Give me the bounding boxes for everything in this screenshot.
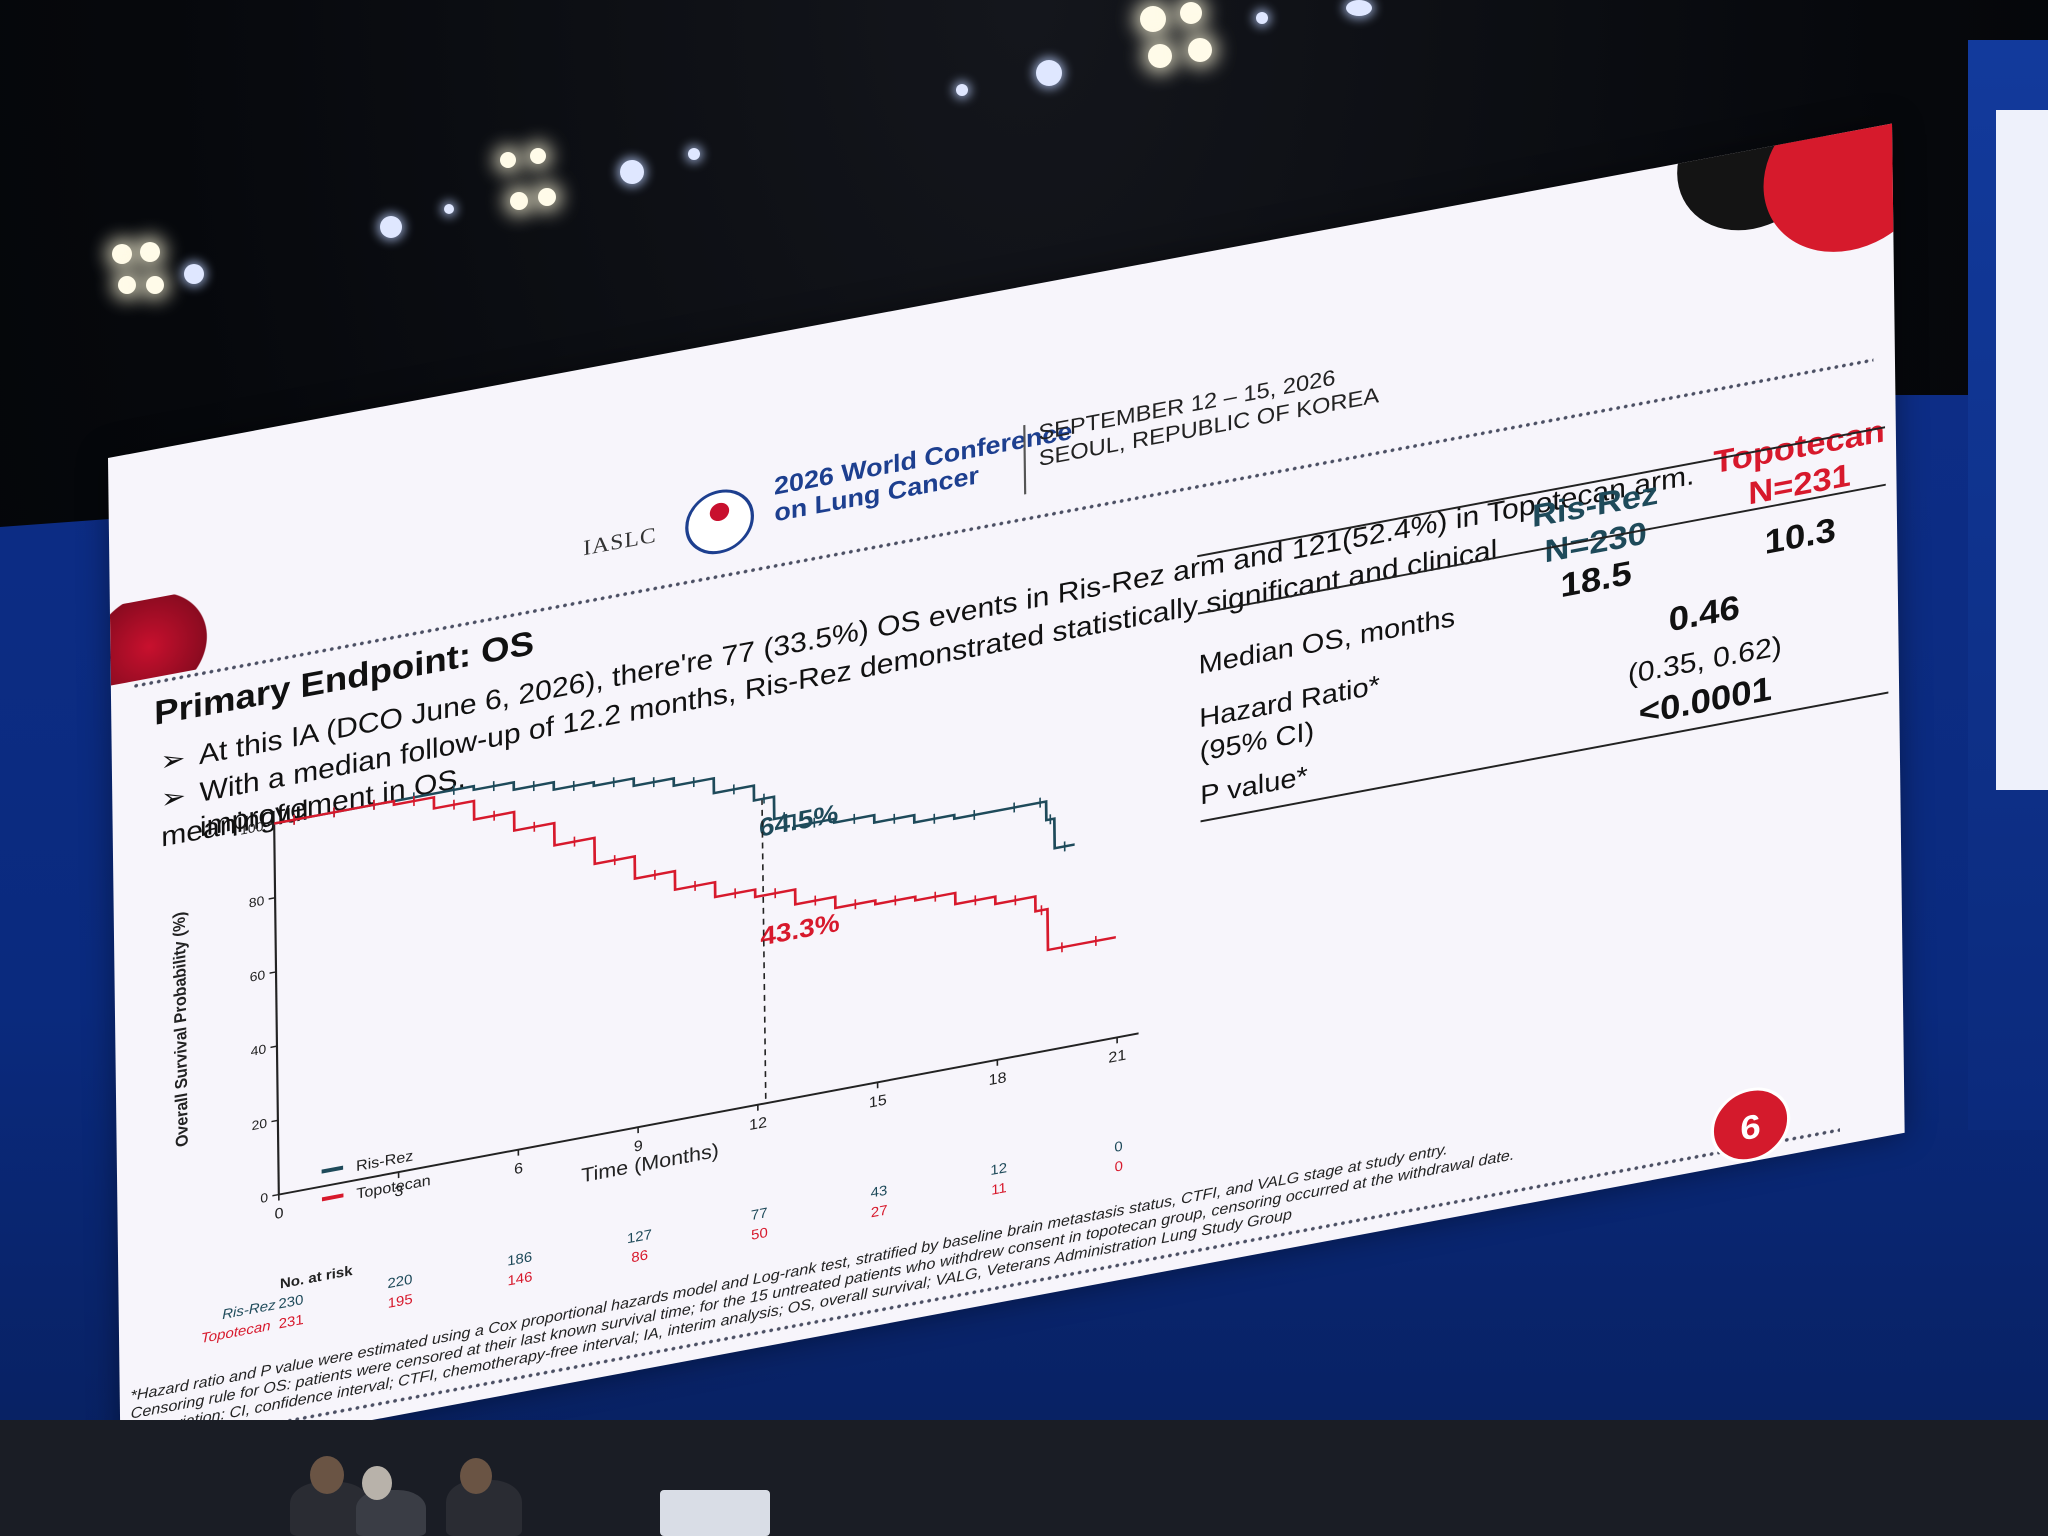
y-tick-label: 0 xyxy=(260,1190,268,1206)
stage-light xyxy=(1180,2,1202,24)
risk-count: 12 xyxy=(990,1161,1007,1179)
risk-count: 43 xyxy=(871,1183,888,1201)
stage-light xyxy=(1256,12,1268,24)
stage-light xyxy=(118,276,136,294)
x-tick-label: 0 xyxy=(274,1205,283,1223)
stage-light xyxy=(184,264,204,284)
decorative-graphic xyxy=(1762,123,1905,267)
x-tick-label: 6 xyxy=(514,1160,523,1178)
stage-light xyxy=(688,148,700,160)
stage-light xyxy=(1140,6,1166,32)
x-tick-label: 15 xyxy=(869,1092,887,1112)
iaslc-logo: IASLC xyxy=(582,521,657,561)
person-head xyxy=(460,1458,492,1494)
y-tick xyxy=(271,1119,278,1123)
stage-light xyxy=(146,276,164,294)
x-tick-label: 21 xyxy=(1108,1047,1126,1066)
row-label-hazard-ratio: Hazard Ratio* (95% CI) xyxy=(1199,668,1380,769)
y-tick xyxy=(270,1045,277,1049)
risk-count: 195 xyxy=(388,1292,413,1312)
km-curve-topotecan xyxy=(274,795,1116,952)
risk-count: 186 xyxy=(507,1250,532,1270)
risk-count: 77 xyxy=(751,1206,768,1224)
y-tick-label: 20 xyxy=(252,1116,268,1133)
y-tick xyxy=(272,1193,279,1197)
presentation-slide: IASLC 2026 World Conference on Lung Canc… xyxy=(108,123,1905,1468)
stage-light xyxy=(530,148,546,164)
y-tick xyxy=(267,822,275,826)
x-axis-label: Time (Months) xyxy=(581,1140,719,1188)
y-tick-label: 80 xyxy=(249,893,265,910)
risk-count: 86 xyxy=(631,1248,648,1266)
conference-name: 2026 World Conference on Lung Cancer xyxy=(774,417,1073,527)
conference-header: IASLC 2026 World Conference on Lung Canc… xyxy=(582,365,1379,597)
audience-person xyxy=(356,1490,426,1536)
x-tick-label: 12 xyxy=(749,1114,767,1133)
risk-count: 0 xyxy=(1114,1159,1123,1176)
annotation-topotecan: 43.3% xyxy=(760,907,840,951)
stage-light xyxy=(380,216,402,238)
risk-count: 146 xyxy=(507,1269,532,1289)
stage-light xyxy=(140,242,160,262)
stage-light xyxy=(1148,44,1172,68)
y-tick-label: 40 xyxy=(251,1042,267,1059)
x-tick-label: 3 xyxy=(394,1183,403,1201)
risk-table-label: No. at risk xyxy=(280,1263,354,1292)
risk-count: 50 xyxy=(751,1225,768,1243)
stage-light xyxy=(1036,60,1062,86)
wclc-seal-icon xyxy=(684,483,755,560)
y-tick-label: 100 xyxy=(240,819,263,838)
risk-count: 0 xyxy=(1114,1139,1123,1156)
risk-count: 230 xyxy=(278,1293,303,1313)
row-label-median-os: Median OS, months xyxy=(1198,602,1456,680)
risk-count: 127 xyxy=(627,1227,652,1247)
stage-light xyxy=(510,192,528,210)
y-tick-label: 60 xyxy=(250,968,266,985)
risk-count: 231 xyxy=(279,1312,304,1332)
legend-swatch-topotecan xyxy=(321,1193,344,1202)
x-axis-line xyxy=(278,1032,1139,1196)
y-tick xyxy=(269,971,277,974)
conference-dates: SEPTEMBER 12 – 15, 2026 SEOUL, REPUBLIC … xyxy=(1038,357,1379,472)
x-tick-label: 9 xyxy=(634,1138,643,1156)
risk-count: 27 xyxy=(871,1203,888,1221)
stage-light xyxy=(1346,0,1372,16)
stage-monitor xyxy=(660,1490,770,1536)
stage-light xyxy=(538,188,556,206)
risk-count: 11 xyxy=(991,1181,1007,1199)
km-survival-chart: 0 20 40 60 80 100 0 3 6 9 12 15 18 21 Overall Surviva… xyxy=(169,776,1139,1347)
risk-row-label-topotecan: Topotecan xyxy=(201,1319,271,1347)
stage-light xyxy=(500,152,516,168)
side-screen xyxy=(1968,40,2048,1130)
x-tick-label: 18 xyxy=(989,1070,1007,1090)
bullet-arrow-icon: ➢ xyxy=(160,779,187,816)
stage-light xyxy=(112,244,132,264)
stage-light xyxy=(956,84,968,96)
y-axis-label: Overall Survival Probability (%) xyxy=(169,910,192,1148)
risk-count: 220 xyxy=(387,1272,412,1292)
y-tick xyxy=(268,896,276,900)
person-head xyxy=(310,1456,344,1494)
stage-light xyxy=(1188,38,1212,62)
stage-light xyxy=(620,160,644,184)
person-head xyxy=(362,1466,392,1500)
y-axis-line xyxy=(273,823,280,1195)
legend-swatch-risrez xyxy=(321,1165,344,1174)
stage-light xyxy=(444,204,454,214)
median-followup-line xyxy=(761,798,767,1104)
